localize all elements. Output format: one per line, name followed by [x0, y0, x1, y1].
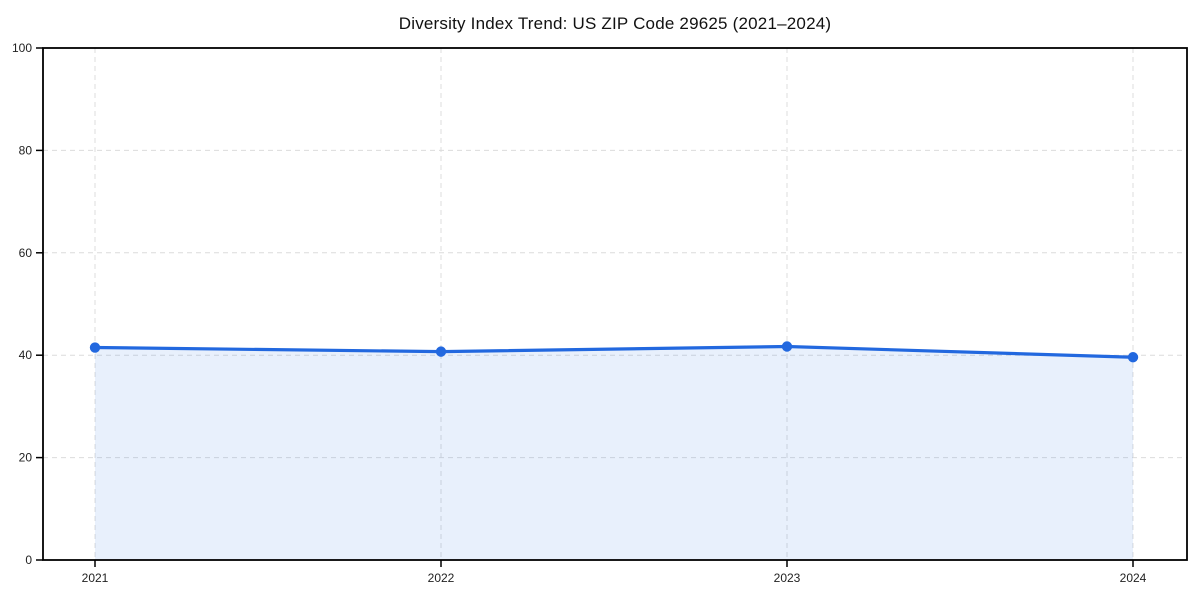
area-fill	[95, 346, 1133, 560]
chart-title: Diversity Index Trend: US ZIP Code 29625…	[398, 14, 832, 33]
x-tick-label: 2021	[82, 571, 109, 585]
y-tick-label: 20	[19, 451, 33, 465]
data-point-marker	[435, 346, 447, 357]
x-tick-label: 2022	[428, 571, 455, 585]
plot-border	[42, 47, 1188, 561]
y-tick-label: 40	[19, 348, 33, 362]
x-tick-label: 2023	[774, 571, 801, 585]
data-point-marker	[89, 342, 101, 353]
y-tick-label: 0	[25, 553, 32, 567]
y-tick-label: 60	[19, 246, 33, 260]
trend-line	[93, 344, 1135, 359]
data-point-marker	[1127, 352, 1139, 363]
data-point-marker	[781, 341, 793, 352]
x-tick-label: 2024	[1120, 571, 1147, 585]
y-tick-label: 80	[19, 143, 33, 157]
y-tick-label: 100	[12, 41, 32, 55]
